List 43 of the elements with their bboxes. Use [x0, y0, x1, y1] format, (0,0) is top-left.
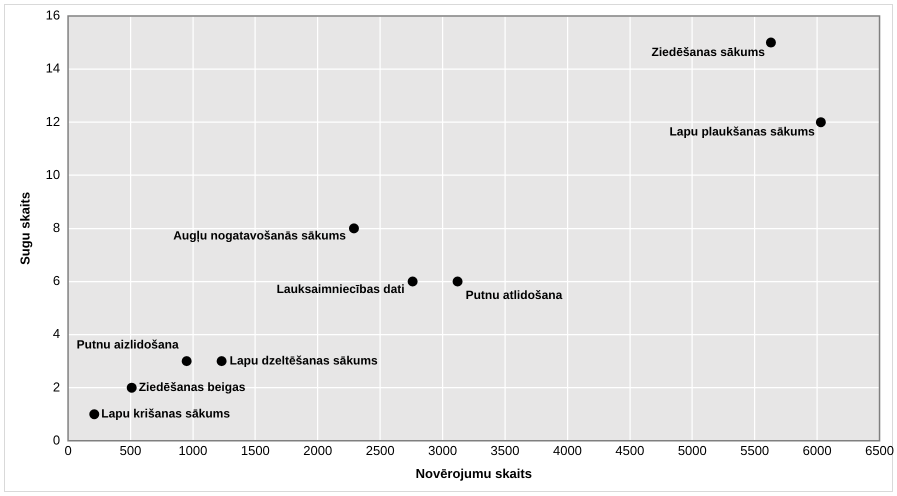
- x-tick-label: 2000: [303, 443, 332, 458]
- point: [766, 38, 776, 48]
- y-axis-title: Sugu skaits: [17, 192, 32, 265]
- y-tick-label: 12: [46, 114, 60, 129]
- annotation: Lapu dzeltēšanas sākums: [230, 353, 378, 368]
- x-tick-label: 0: [64, 443, 72, 458]
- annotation: Augļu nogatavošanās sākums: [173, 228, 346, 243]
- x-tick-label: 6500: [865, 443, 894, 458]
- annotation: Putnu aizlidošana: [76, 337, 179, 352]
- point: [348, 223, 359, 234]
- point: [452, 276, 463, 286]
- x-tick-label: 4500: [615, 443, 644, 458]
- point: [89, 409, 100, 420]
- x-tick-label: 3500: [490, 443, 520, 458]
- y-tick-label: 4: [52, 326, 60, 342]
- x-tick-label: 3000: [428, 443, 458, 458]
- y-tick-label: 2: [52, 379, 60, 394]
- annotation: Lapu krišanas sākums: [101, 406, 230, 421]
- point: [408, 276, 418, 286]
- y-tick-label: 8: [52, 220, 60, 235]
- x-tick-label: 1500: [240, 443, 270, 458]
- y-tick-label: 10: [46, 166, 60, 182]
- point: [816, 117, 826, 128]
- y-tick-label: 14: [46, 60, 60, 76]
- x-tick-label: 2500: [366, 443, 395, 458]
- x-tick-label: 5000: [678, 443, 707, 458]
- x-axis-title: Novērojumu skaits: [416, 466, 532, 481]
- point: [126, 382, 137, 393]
- point: [216, 356, 227, 366]
- x-tick-label: 4000: [552, 443, 582, 458]
- y-tick-label: 6: [52, 273, 60, 288]
- annotation: Lauksaimniecības dati: [276, 282, 405, 296]
- annotation: Ziedēšanas beigas: [138, 380, 246, 394]
- y-tick-label: 16: [46, 8, 60, 23]
- x-tick-label: 500: [120, 443, 142, 458]
- point: [182, 356, 192, 366]
- x-tick-label: 1000: [178, 443, 208, 458]
- annotation: Lapu plaukšanas sākums: [669, 124, 816, 139]
- y-tick-label: 0: [52, 432, 60, 448]
- annotation: Ziedēšanas sākums: [652, 44, 766, 59]
- x-tick-label: 5500: [740, 443, 770, 458]
- annotation: Putnu atlidošana: [466, 288, 563, 302]
- x-tick-label: 6000: [802, 443, 832, 458]
